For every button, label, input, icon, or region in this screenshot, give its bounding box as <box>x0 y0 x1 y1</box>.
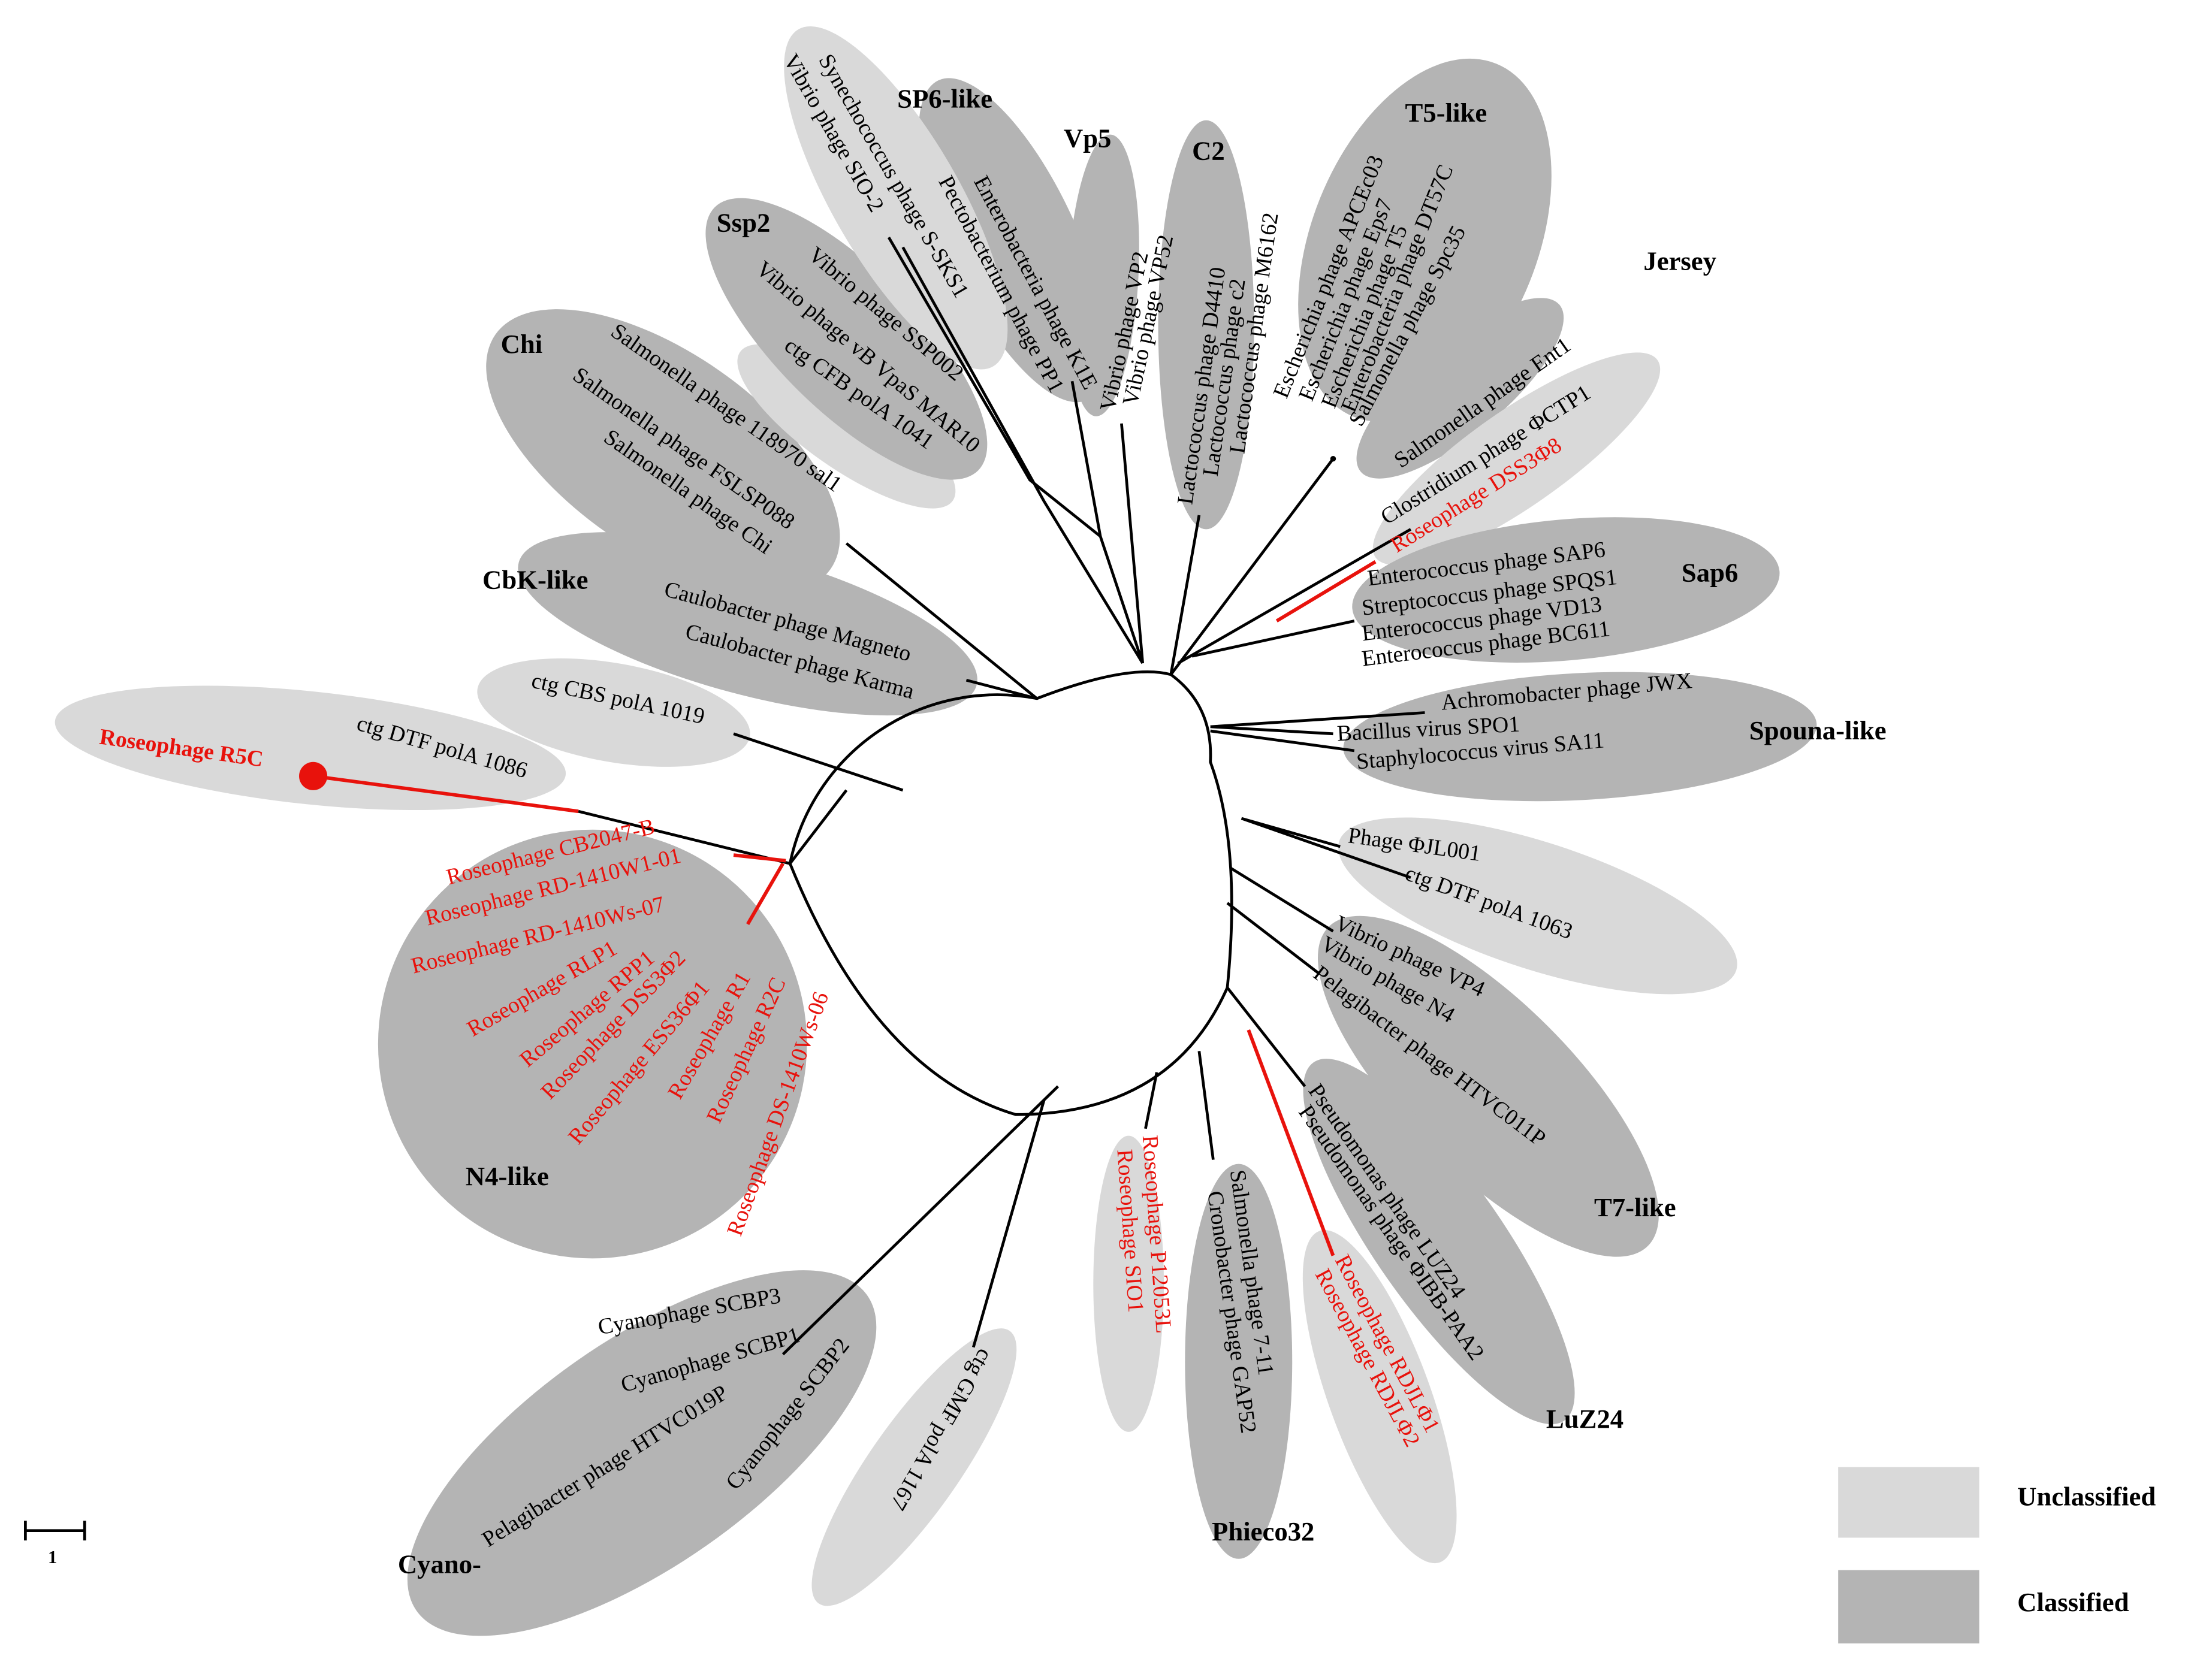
clade-label: Vp5 <box>1064 123 1112 153</box>
classified-clade <box>919 78 1107 403</box>
legend-label: Unclassified <box>2017 1481 2156 1511</box>
r5c-marker <box>299 762 328 790</box>
clade-label: Spouna-like <box>1749 715 1887 745</box>
classified-clade <box>1356 298 1564 479</box>
clade-label: LuZ24 <box>1546 1404 1623 1434</box>
legend: Unclassified Classified <box>1838 1467 2156 1644</box>
node-dot <box>1330 455 1336 462</box>
classified-clade <box>1067 134 1139 416</box>
clade-label: Phieco32 <box>1212 1516 1314 1546</box>
unclassified-clade <box>1093 1135 1164 1432</box>
clade-label: CbK-like <box>482 564 588 594</box>
classified-clade <box>705 198 988 480</box>
clade-label: Jersey <box>1643 246 1716 276</box>
classified-clade <box>518 532 977 716</box>
clade-label: Sap6 <box>1682 557 1738 587</box>
classified-clade <box>378 829 807 1259</box>
unclassified-clade <box>1372 352 1661 565</box>
classified-clade <box>1343 672 1817 802</box>
unclassified-clade <box>1338 817 1737 995</box>
clade-label: T5-like <box>1405 98 1487 128</box>
clade-label: Cyano- <box>398 1549 481 1579</box>
clade-label: C2 <box>1192 136 1225 166</box>
unclassified-clade <box>1302 1230 1457 1564</box>
legend-label: Classified <box>2017 1587 2129 1617</box>
tree-core <box>788 670 1233 1116</box>
unclassified-clade <box>784 26 1008 370</box>
unclassified-clade <box>811 1328 1017 1606</box>
legend-swatch-classified <box>1838 1570 1979 1644</box>
highlight-branches <box>313 560 1377 1256</box>
classified-clade <box>1185 1164 1293 1559</box>
branch-lines <box>578 236 1425 1356</box>
clade-label: Chi <box>501 329 543 359</box>
branches <box>299 236 1425 1356</box>
unclassified-clade <box>477 658 750 767</box>
classified-clade <box>1317 915 1659 1257</box>
clade-label: N4-like <box>466 1161 549 1191</box>
classified-clade <box>486 309 840 594</box>
legend-swatch-unclassified <box>1838 1467 1979 1538</box>
clade-label: SP6-like <box>897 84 992 114</box>
scale-bar-line <box>24 1521 86 1541</box>
classified-clade <box>1352 517 1780 663</box>
classified-clade <box>407 1270 877 1636</box>
scale-bar: 1 <box>24 1521 86 1567</box>
clade-label: Ssp2 <box>717 208 771 238</box>
clade-label: T7-like <box>1594 1192 1676 1222</box>
classified-clade <box>1158 120 1254 530</box>
classified-clade <box>1303 1059 1575 1425</box>
clade-shading <box>55 26 1817 1636</box>
unclassified-clade <box>55 685 566 811</box>
scale-bar-label: 1 <box>48 1547 57 1567</box>
